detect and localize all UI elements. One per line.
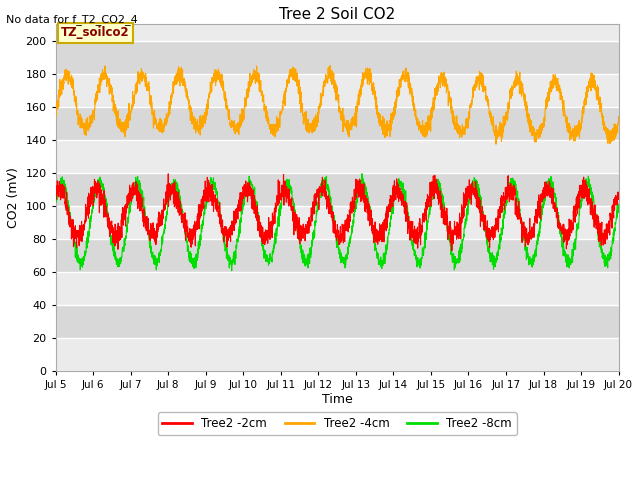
Bar (56, 107, 618, 140)
Bar (56, 206, 618, 239)
Text: No data for f_T2_CO2_4: No data for f_T2_CO2_4 (6, 14, 138, 25)
Y-axis label: CO2 (mV): CO2 (mV) (7, 168, 20, 228)
Title: Tree 2 Soil CO2: Tree 2 Soil CO2 (279, 7, 396, 22)
X-axis label: Time: Time (322, 393, 353, 406)
Bar (56, 173, 618, 206)
Bar (56, 239, 618, 272)
Bar (56, 74, 618, 107)
Bar (56, 272, 618, 305)
Bar (56, 305, 618, 338)
Legend: Tree2 -2cm, Tree2 -4cm, Tree2 -8cm: Tree2 -2cm, Tree2 -4cm, Tree2 -8cm (157, 412, 516, 435)
Bar (56, 338, 618, 372)
Text: TZ_soilco2: TZ_soilco2 (61, 26, 130, 39)
Bar (56, 140, 618, 173)
Bar (56, 41, 618, 74)
